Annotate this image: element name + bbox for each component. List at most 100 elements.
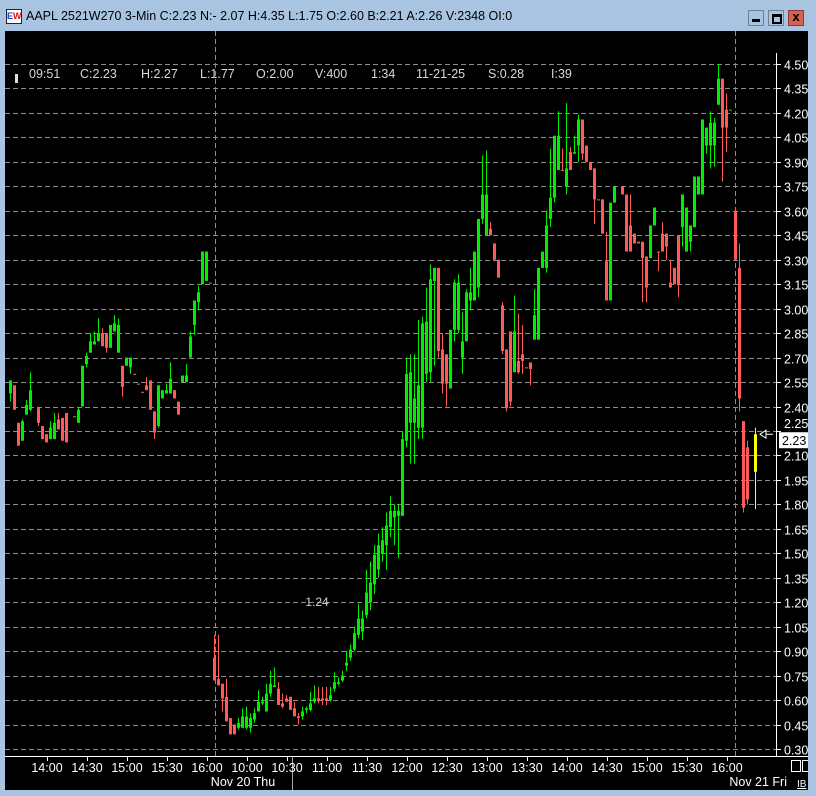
candle-body[interactable] bbox=[165, 390, 168, 394]
candle-body[interactable] bbox=[553, 135, 556, 198]
candle-body[interactable] bbox=[585, 145, 588, 162]
candle-body[interactable] bbox=[193, 300, 196, 325]
candle-body[interactable] bbox=[161, 390, 164, 399]
candle-body[interactable] bbox=[401, 439, 404, 516]
candle-body[interactable] bbox=[41, 426, 44, 440]
candle-body[interactable] bbox=[577, 119, 580, 146]
candle-body[interactable] bbox=[465, 292, 468, 342]
candle-body[interactable] bbox=[37, 408, 40, 423]
candle-body[interactable] bbox=[65, 413, 68, 443]
candle-body[interactable] bbox=[441, 349, 444, 384]
candle-body[interactable] bbox=[149, 380, 152, 410]
candle-body[interactable] bbox=[449, 329, 452, 389]
candle-body[interactable] bbox=[385, 525, 388, 546]
candle-body[interactable] bbox=[665, 233, 668, 247]
candle-body[interactable] bbox=[157, 385, 160, 427]
candle-body[interactable] bbox=[269, 683, 272, 694]
candle-body[interactable] bbox=[549, 197, 552, 219]
candle-body[interactable] bbox=[305, 708, 308, 710]
candle-body[interactable] bbox=[9, 380, 12, 394]
candle-body[interactable] bbox=[397, 510, 400, 516]
candle-body[interactable] bbox=[746, 447, 749, 500]
candle-body[interactable] bbox=[73, 416, 76, 418]
candle-body[interactable] bbox=[61, 417, 64, 441]
candle-body[interactable] bbox=[285, 698, 288, 702]
candle-body[interactable] bbox=[413, 398, 416, 423]
candle-body[interactable] bbox=[141, 391, 144, 393]
candle-body[interactable] bbox=[221, 683, 224, 699]
candle-body[interactable] bbox=[29, 390, 32, 410]
candle-body[interactable] bbox=[573, 152, 576, 154]
candle-body[interactable] bbox=[545, 225, 548, 268]
candle-body[interactable] bbox=[333, 682, 336, 689]
candle-body[interactable] bbox=[633, 233, 636, 244]
candle-body[interactable] bbox=[245, 716, 248, 728]
candle-body[interactable] bbox=[321, 698, 324, 701]
candle-body[interactable] bbox=[742, 421, 745, 508]
candle-body[interactable] bbox=[725, 109, 728, 128]
candle-body[interactable] bbox=[121, 365, 124, 387]
candle-body[interactable] bbox=[153, 411, 156, 433]
candle-body[interactable] bbox=[565, 168, 568, 187]
candle-body[interactable] bbox=[17, 422, 20, 446]
candle-body[interactable] bbox=[421, 323, 424, 428]
candle-body[interactable] bbox=[525, 367, 528, 369]
candle-body[interactable] bbox=[481, 194, 484, 219]
candle-body[interactable] bbox=[109, 324, 112, 348]
candle-body[interactable] bbox=[381, 540, 384, 554]
candle-body[interactable] bbox=[461, 341, 464, 358]
candle-body[interactable] bbox=[181, 375, 184, 383]
candle-body[interactable] bbox=[253, 713, 256, 720]
candle-body[interactable] bbox=[337, 682, 340, 684]
candle-body[interactable] bbox=[361, 618, 364, 632]
candle-body[interactable] bbox=[601, 199, 604, 234]
candle-body[interactable] bbox=[309, 703, 312, 710]
candle-body[interactable] bbox=[261, 701, 264, 704]
candle-body[interactable] bbox=[345, 662, 348, 666]
candle-body[interactable] bbox=[349, 649, 352, 658]
candle-body[interactable] bbox=[489, 228, 492, 236]
candlestick-chart[interactable]: 4.50 4.35 4.20 4.05 3.90 3.75 3.60 3.45 3.30 3.15… bbox=[5, 31, 808, 790]
candle-body[interactable] bbox=[661, 233, 664, 252]
candle-body[interactable] bbox=[233, 724, 236, 735]
candle-body[interactable] bbox=[629, 225, 632, 252]
candle-body[interactable] bbox=[325, 698, 328, 701]
candle-body[interactable] bbox=[469, 292, 472, 301]
candle-body[interactable] bbox=[237, 722, 240, 728]
candle-body[interactable] bbox=[649, 225, 652, 259]
candle-body[interactable] bbox=[429, 279, 432, 373]
candle-body[interactable] bbox=[169, 378, 172, 394]
candle-body[interactable] bbox=[433, 267, 436, 281]
candle-body[interactable] bbox=[621, 186, 624, 195]
candle-body[interactable] bbox=[485, 194, 488, 236]
candle-body[interactable] bbox=[673, 267, 676, 285]
candle-body[interactable] bbox=[281, 703, 284, 707]
candle-body[interactable] bbox=[25, 404, 28, 415]
candle-body[interactable] bbox=[209, 282, 212, 284]
candle-body[interactable] bbox=[701, 119, 704, 195]
candle-body[interactable] bbox=[373, 554, 376, 585]
candle-body[interactable] bbox=[201, 251, 204, 285]
candle-body[interactable] bbox=[541, 251, 544, 268]
candle-body[interactable] bbox=[581, 119, 584, 154]
candle-body[interactable] bbox=[113, 323, 116, 332]
candle-body[interactable] bbox=[557, 135, 560, 171]
candle-body[interactable] bbox=[389, 510, 392, 528]
candle-body[interactable] bbox=[125, 357, 128, 366]
candle-body[interactable] bbox=[81, 365, 84, 407]
candle-body[interactable] bbox=[249, 718, 252, 728]
candle-body[interactable] bbox=[89, 341, 92, 353]
candle-body[interactable] bbox=[689, 225, 692, 242]
candle-body[interactable] bbox=[77, 409, 80, 423]
candle-body[interactable] bbox=[313, 698, 316, 702]
candle-body[interactable] bbox=[509, 331, 512, 402]
candle-body[interactable] bbox=[13, 385, 16, 410]
candle-body[interactable] bbox=[45, 434, 48, 443]
candle-body[interactable] bbox=[609, 202, 612, 301]
candle-body[interactable] bbox=[738, 267, 741, 399]
candle-body[interactable] bbox=[677, 235, 680, 285]
candle-body[interactable] bbox=[257, 701, 260, 712]
candle-body[interactable] bbox=[505, 349, 508, 409]
candle-body[interactable] bbox=[101, 333, 104, 347]
candle-body[interactable] bbox=[225, 696, 228, 722]
